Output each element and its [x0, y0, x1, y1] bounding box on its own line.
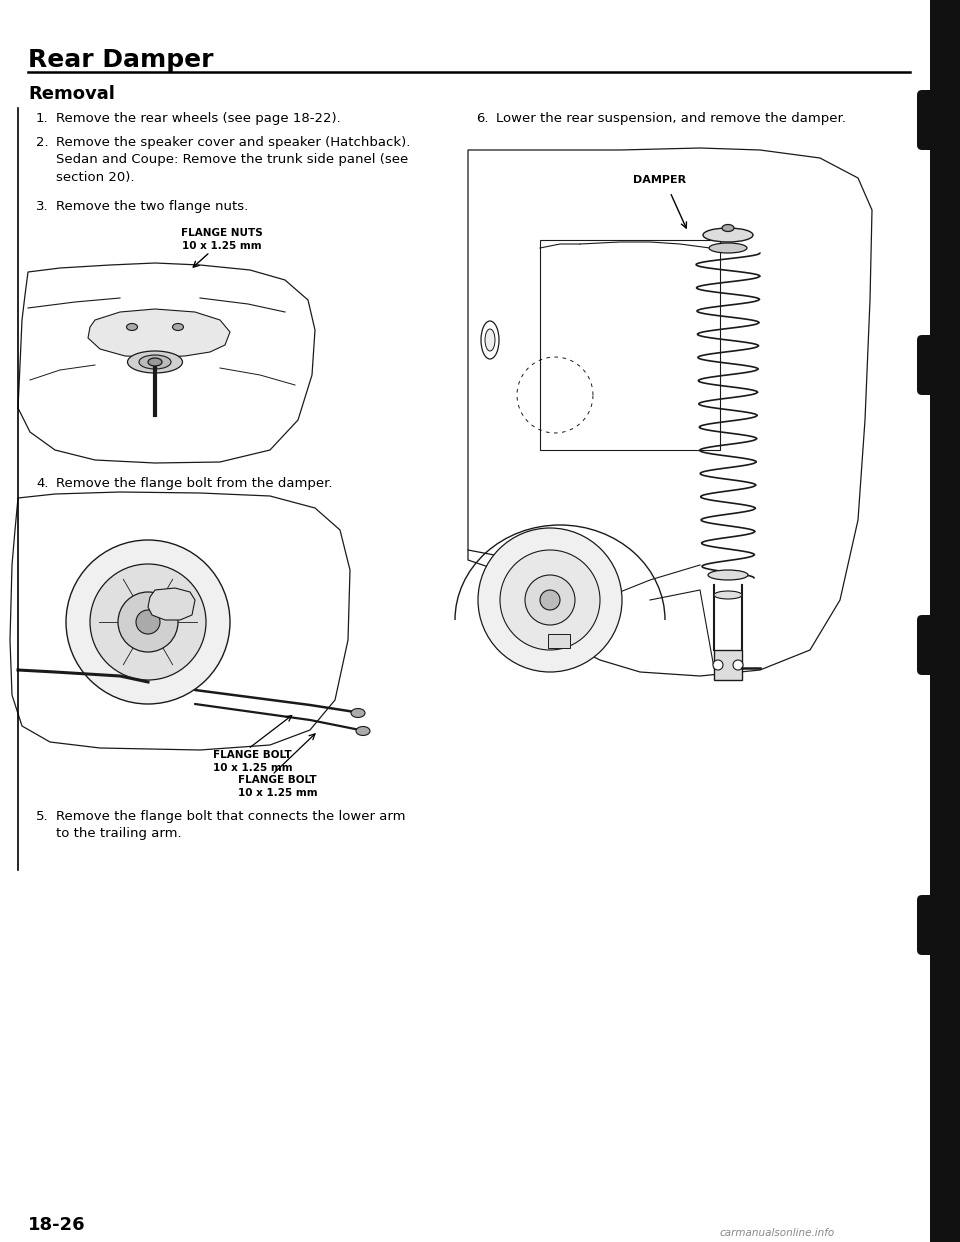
Bar: [714, 650, 742, 681]
Ellipse shape: [481, 320, 499, 359]
Circle shape: [713, 660, 723, 669]
Ellipse shape: [722, 225, 734, 231]
Circle shape: [66, 540, 230, 704]
Ellipse shape: [708, 570, 748, 580]
Ellipse shape: [351, 708, 365, 718]
Polygon shape: [88, 309, 230, 356]
Text: 1.: 1.: [36, 112, 49, 125]
Text: Rear Damper: Rear Damper: [28, 48, 213, 72]
Circle shape: [90, 564, 206, 681]
Text: FLANGE BOLT
10 x 1.25 mm: FLANGE BOLT 10 x 1.25 mm: [213, 750, 293, 773]
Circle shape: [500, 550, 600, 650]
Ellipse shape: [709, 243, 747, 253]
Ellipse shape: [139, 355, 171, 369]
Text: Remove the flange bolt from the damper.: Remove the flange bolt from the damper.: [56, 477, 332, 491]
Bar: [540, 240, 720, 450]
Text: FLANGE NUTS
10 x 1.25 mm: FLANGE NUTS 10 x 1.25 mm: [181, 229, 263, 251]
FancyBboxPatch shape: [917, 335, 960, 395]
Text: carmanualsonline.info: carmanualsonline.info: [720, 1228, 835, 1238]
Text: 4.: 4.: [36, 477, 49, 491]
Bar: [548, 633, 570, 648]
Polygon shape: [18, 263, 315, 463]
Polygon shape: [10, 492, 350, 750]
Text: 5.: 5.: [36, 810, 49, 823]
Text: Remove the flange bolt that connects the lower arm
to the trailing arm.: Remove the flange bolt that connects the…: [56, 810, 405, 841]
Circle shape: [525, 575, 575, 625]
Text: FLANGE BOLT
10 x 1.25 mm: FLANGE BOLT 10 x 1.25 mm: [238, 775, 318, 797]
Text: 6.: 6.: [476, 112, 489, 125]
FancyBboxPatch shape: [917, 895, 960, 955]
Text: Remove the rear wheels (see page 18-22).: Remove the rear wheels (see page 18-22).: [56, 112, 341, 125]
Circle shape: [136, 610, 160, 633]
FancyBboxPatch shape: [917, 89, 960, 150]
Ellipse shape: [703, 229, 753, 242]
Ellipse shape: [356, 727, 370, 735]
Bar: [930, 0, 960, 1242]
Text: Remove the two flange nuts.: Remove the two flange nuts.: [56, 200, 249, 212]
FancyBboxPatch shape: [917, 615, 960, 674]
Polygon shape: [148, 587, 195, 620]
Text: 18-26: 18-26: [28, 1216, 85, 1235]
Text: Removal: Removal: [28, 84, 115, 103]
Text: Lower the rear suspension, and remove the damper.: Lower the rear suspension, and remove th…: [496, 112, 846, 125]
Text: 3.: 3.: [36, 200, 49, 212]
Circle shape: [478, 528, 622, 672]
Text: Remove the speaker cover and speaker (Hatchback).
Sedan and Coupe: Remove the tr: Remove the speaker cover and speaker (Ha…: [56, 137, 410, 184]
Ellipse shape: [485, 329, 495, 351]
Circle shape: [118, 592, 178, 652]
Ellipse shape: [127, 323, 137, 330]
Ellipse shape: [128, 351, 182, 373]
Text: DAMPER: DAMPER: [634, 175, 686, 185]
Circle shape: [540, 590, 560, 610]
Polygon shape: [468, 148, 872, 676]
Text: 2.: 2.: [36, 137, 49, 149]
Ellipse shape: [148, 358, 162, 366]
Ellipse shape: [173, 323, 183, 330]
Circle shape: [733, 660, 743, 669]
Ellipse shape: [714, 591, 742, 599]
